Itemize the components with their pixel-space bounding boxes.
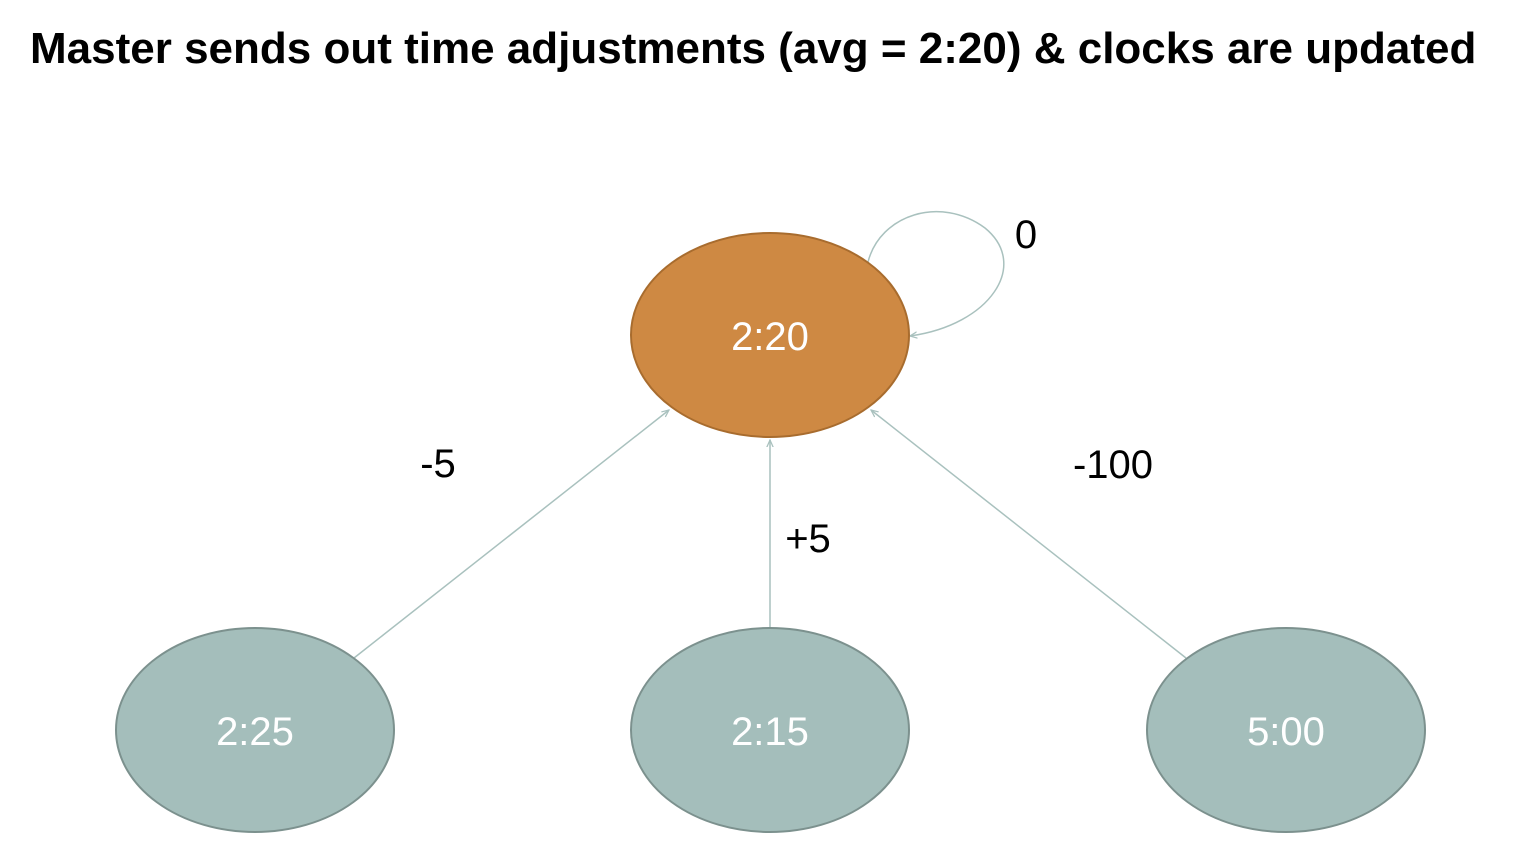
left-clock-ellipse bbox=[115, 627, 395, 833]
right-clock-node: 5:00 bbox=[1146, 627, 1426, 833]
edge-right-label: -100 bbox=[1073, 443, 1153, 487]
self-loop-arrow bbox=[867, 211, 1005, 336]
right-clock-label: 5:00 bbox=[1247, 710, 1325, 754]
edge-right-arrow bbox=[871, 410, 1187, 659]
middle-clock-label: 2:15 bbox=[731, 710, 809, 754]
master-clock-node: 2:20 bbox=[630, 232, 910, 438]
left-clock-label: 2:25 bbox=[216, 710, 294, 754]
edge-left-arrow bbox=[353, 410, 669, 659]
middle-clock-node: 2:15 bbox=[630, 627, 910, 833]
master-clock-label: 2:20 bbox=[731, 315, 809, 359]
slide-title: Master sends out time adjustments (avg =… bbox=[30, 24, 1477, 73]
middle-clock-ellipse bbox=[630, 627, 910, 833]
self-loop-label: 0 bbox=[1015, 213, 1037, 257]
edge-left-label: -5 bbox=[420, 442, 456, 486]
edge-middle-label: +5 bbox=[785, 517, 831, 561]
right-clock-ellipse bbox=[1146, 627, 1426, 833]
left-clock-node: 2:25 bbox=[115, 627, 395, 833]
master-clock-ellipse bbox=[630, 232, 910, 438]
